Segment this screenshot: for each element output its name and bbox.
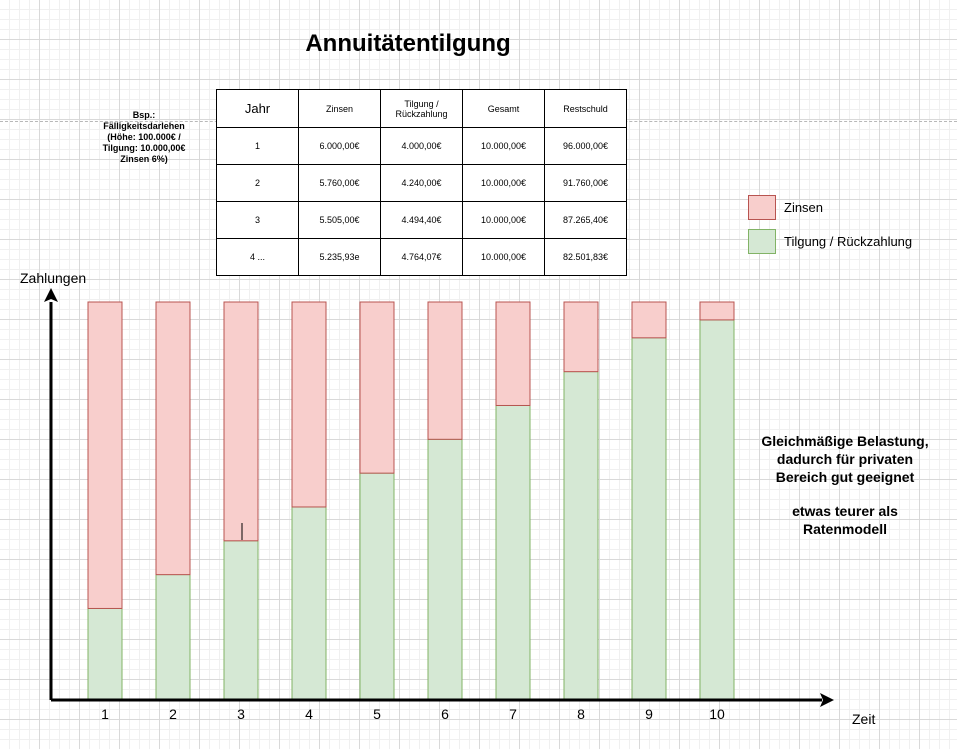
table-cell: 4.764,07€ — [380, 238, 463, 276]
x-tick-label: 5 — [373, 706, 381, 722]
bar-segment — [155, 301, 191, 576]
bar-segment — [631, 337, 667, 701]
bar-segment — [427, 438, 463, 701]
header-tilgung: Tilgung / Rückzahlung — [380, 89, 463, 128]
bars-layer — [87, 301, 735, 701]
annotation-line: Gleichmäßige Belastung, — [761, 433, 929, 449]
legend-item-zinsen: Zinsen — [748, 195, 823, 220]
bar-segment — [87, 607, 123, 701]
bar-segment — [87, 301, 123, 609]
example-note: Bsp.: Fälligkeitsdarlehen (Höhe: 100.000… — [82, 110, 206, 165]
legend-swatch-zinsen — [748, 195, 776, 220]
annotation-line: etwas teurer als — [792, 503, 898, 519]
header-jahr: Jahr — [216, 89, 299, 128]
x-tick-label: 10 — [709, 706, 725, 722]
bar-segment — [291, 301, 327, 508]
x-tick-label: 7 — [509, 706, 517, 722]
x-axis-label: Zeit — [852, 711, 876, 727]
legend-swatch-tilgung — [748, 229, 776, 254]
bar-segment — [223, 540, 259, 701]
annotation-line: dadurch für privaten — [776, 451, 914, 467]
header-restschuld: Restschuld — [544, 89, 627, 128]
example-note-line: Fälligkeitsdarlehen — [103, 121, 185, 131]
table-row: 1 6.000,00€ 4.000,00€ 10.000,00€ 96.000,… — [216, 127, 627, 165]
x-tick-label: 1 — [101, 706, 109, 722]
table-cell: 4.000,00€ — [380, 127, 463, 165]
table-cell: 4.494,40€ — [380, 201, 463, 239]
y-axis-label: Zahlungen — [20, 270, 87, 286]
table-row: 4 ... 5.235,93e 4.764,07€ 10.000,00€ 82.… — [216, 238, 627, 276]
bar-segment — [155, 574, 191, 701]
x-tick-label: 6 — [441, 706, 449, 722]
table-cell: 5.235,93e — [298, 238, 381, 276]
table-cell: 6.000,00€ — [298, 127, 381, 165]
bar-segment — [427, 301, 463, 440]
bar-segment — [699, 301, 735, 321]
example-note-line: Tilgung: 10.000,00€ — [102, 143, 186, 153]
bar-segment — [223, 301, 259, 542]
y-axis-arrow-icon — [44, 288, 58, 302]
page-title: Annuitätentilgung — [305, 30, 511, 57]
bar-segment — [495, 301, 531, 406]
table-cell: 10.000,00€ — [462, 238, 545, 276]
table-cell: 10.000,00€ — [462, 201, 545, 239]
bar-segment — [563, 371, 599, 701]
x-tick-label: 2 — [169, 706, 177, 722]
repayment-table: Jahr Zinsen Tilgung / Rückzahlung Gesamt… — [216, 89, 627, 276]
bar-segment — [631, 301, 667, 339]
legend-label-tilgung: Tilgung / Rückzahlung — [784, 234, 913, 249]
table-cell: 91.760,00€ — [544, 164, 627, 202]
bar-segment — [699, 319, 735, 701]
table-row: 3 5.505,00€ 4.494,40€ 10.000,00€ 87.265,… — [216, 201, 627, 239]
x-tick-label: 8 — [577, 706, 585, 722]
example-note-line: (Höhe: 100.000€ / — [107, 132, 181, 142]
table-cell: 2 — [216, 164, 299, 202]
annotation-line: Ratenmodell — [802, 521, 887, 537]
legend-item-tilgung: Tilgung / Rückzahlung — [748, 229, 912, 254]
axes-layer — [44, 288, 834, 707]
x-tick-label: 3 — [237, 706, 245, 722]
table-cell: 4 ... — [216, 238, 299, 276]
bar-segment — [359, 301, 395, 474]
legend-label-zinsen: Zinsen — [784, 200, 824, 215]
bar-segment — [495, 404, 531, 701]
bar-segment — [291, 506, 327, 701]
table-cell: 82.501,83€ — [544, 238, 627, 276]
table-cell: 5.505,00€ — [298, 201, 381, 239]
table-cell: 3 — [216, 201, 299, 239]
example-note-line: Bsp.: — [132, 110, 156, 120]
bar-segment — [359, 472, 395, 701]
annotation-line: Bereich gut geeignet — [775, 469, 915, 485]
x-tick-label: 4 — [305, 706, 313, 722]
bar-segment — [563, 301, 599, 373]
table-row: 2 5.760,00€ 4.240,00€ 10.000,00€ 91.760,… — [216, 164, 627, 202]
example-note-line: Zinsen 6%) — [120, 154, 168, 164]
table-cell: 4.240,00€ — [380, 164, 463, 202]
table-cell: 5.760,00€ — [298, 164, 381, 202]
x-tick-label: 9 — [645, 706, 653, 722]
ticks-layer: 1 2 3 4 5 6 7 8 9 10 — [101, 706, 725, 722]
table-header-row: Jahr Zinsen Tilgung / Rückzahlung Gesamt… — [216, 89, 627, 128]
table-cell: 96.000,00€ — [544, 127, 627, 165]
annotation-text: Gleichmäßige Belastung, dadurch für priv… — [740, 432, 950, 538]
x-axis-arrow-icon — [820, 693, 834, 707]
